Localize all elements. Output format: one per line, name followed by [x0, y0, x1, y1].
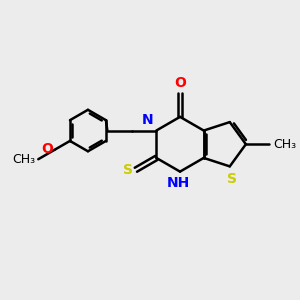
Text: CH₃: CH₃: [12, 153, 35, 166]
Text: N: N: [142, 113, 153, 127]
Text: S: S: [227, 172, 237, 186]
Text: CH₃: CH₃: [273, 138, 296, 151]
Text: O: O: [174, 76, 186, 90]
Text: NH: NH: [167, 176, 190, 190]
Text: O: O: [41, 142, 53, 156]
Text: S: S: [123, 163, 133, 177]
